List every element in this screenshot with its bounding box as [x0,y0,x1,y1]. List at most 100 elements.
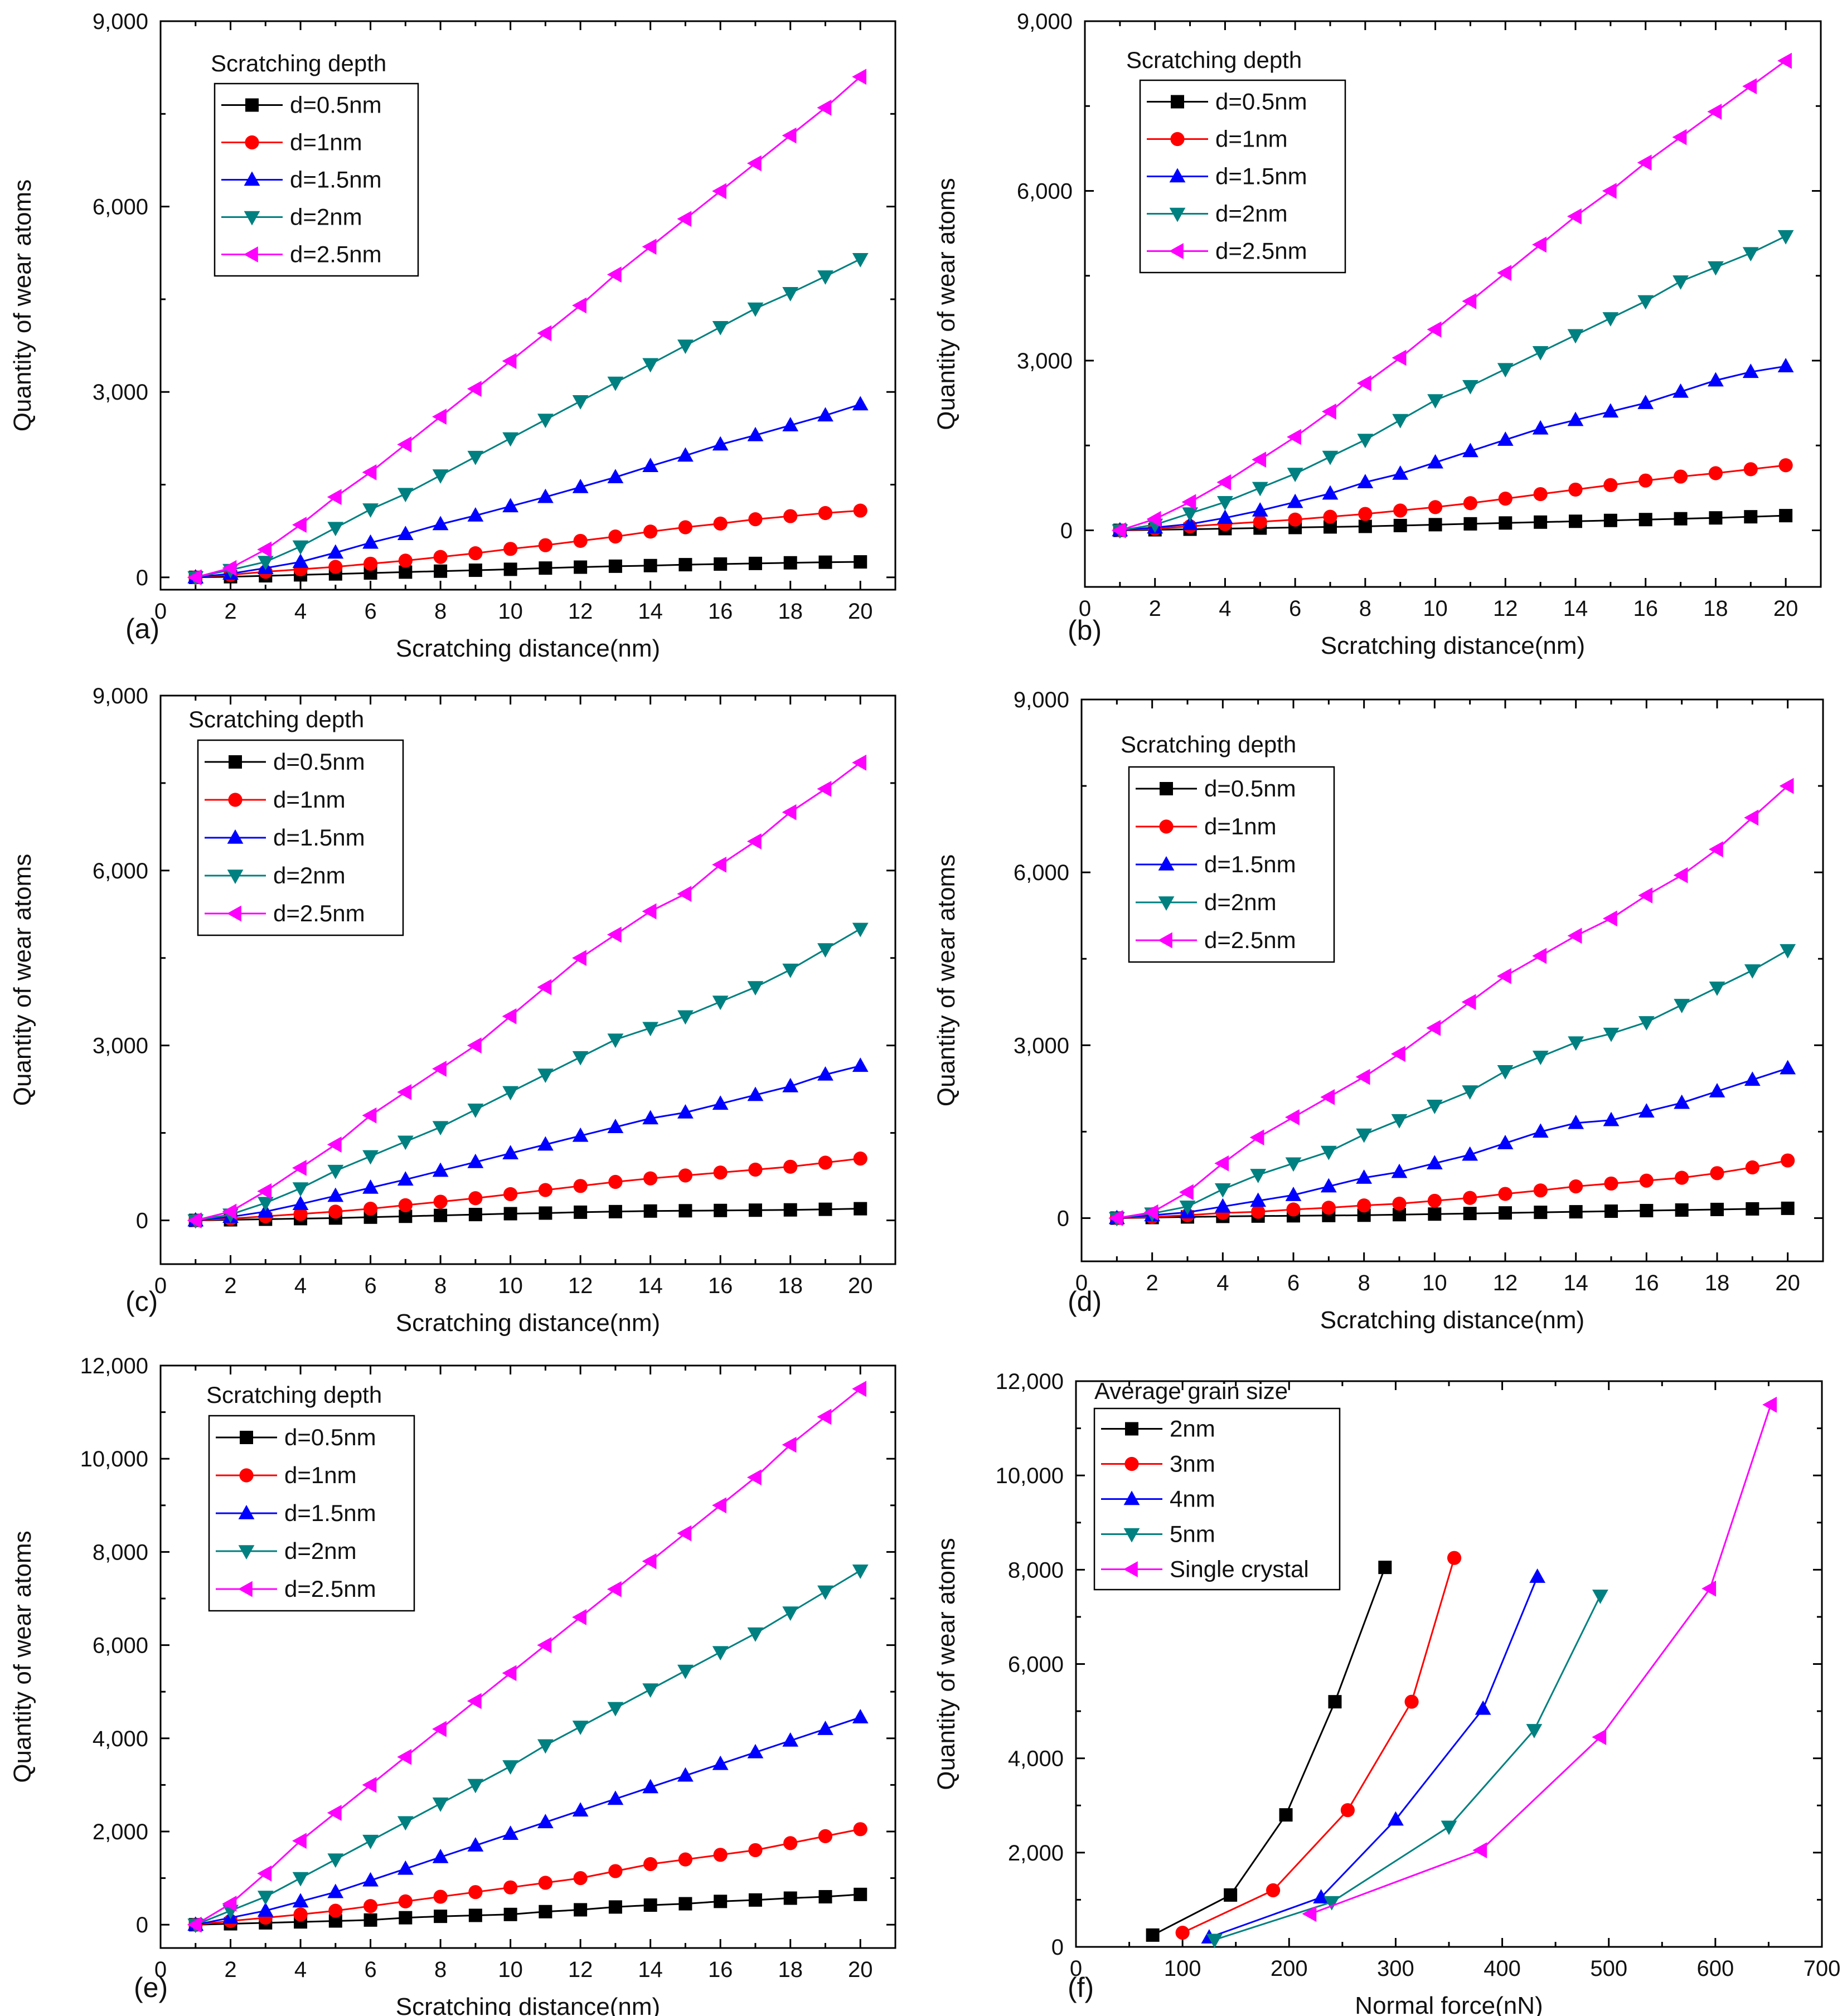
data-point [537,1739,554,1754]
data-point [712,1755,729,1770]
data-point [642,1779,659,1794]
data-point [363,1202,378,1216]
data-point [1392,465,1409,480]
x-tick-label: 0 [154,1957,167,1982]
y-tick-label: 10,000 [996,1464,1064,1488]
x-tick-label: 700 [1804,1956,1841,1981]
x-tick-label: 8 [434,1274,447,1298]
data-point [327,1853,344,1868]
series-line [1119,365,1786,531]
legend-marker [1123,1490,1140,1505]
x-axis-label: Scratching distance(nm) [396,1309,660,1337]
data-point [1592,1590,1608,1604]
data-point [712,995,729,1011]
chart-panel-1: 0 2 4 6 8 10 12 14 16 18 20 0 3,000 6,000 9,000 Scratch… [9,9,896,662]
data-point [1447,1551,1462,1565]
x-tick-label: 0 [1070,1956,1082,1981]
data-point [1393,518,1407,532]
data-point [257,1891,274,1906]
data-point [327,1136,342,1153]
data-point [1252,482,1268,497]
data-point [1288,512,1302,527]
data-point [712,1095,729,1110]
x-tick-label: 20 [848,599,873,624]
x-tick-label: 0 [154,1274,167,1298]
data-point [1592,1729,1607,1746]
data-point [1378,1561,1392,1575]
data-point [1251,1204,1266,1219]
legend-label: d=1nm [1215,126,1288,152]
data-point [643,1171,658,1186]
y-tick-label: 0 [1057,1206,1069,1231]
data-point [363,556,378,571]
legend-marker [1158,896,1175,911]
x-tick-label: 10 [498,1274,523,1298]
data-point [1567,208,1582,225]
legend-label: d=1.5nm [284,1500,376,1526]
series-line [1182,1557,1456,1934]
data-point [257,1197,274,1212]
data-point [1532,1051,1549,1065]
data-point [1463,1207,1477,1221]
series-line [1117,1067,1788,1219]
data-point [1214,1183,1231,1198]
data-point [1285,1157,1302,1172]
panel-label: (d) [1068,1286,1102,1317]
data-point [1392,1197,1407,1211]
data-point [362,534,379,549]
data-point [677,886,692,902]
data-point [1532,948,1547,964]
data-point [1497,431,1514,446]
data-point [1673,275,1689,290]
data-point [782,287,799,302]
legend-marker [1160,782,1173,795]
series-d=2.5nm [1108,778,1794,1226]
data-point [397,526,414,541]
data-point [642,903,657,920]
data-point [1708,261,1724,276]
data-point [1461,994,1476,1011]
data-point [1462,1146,1478,1161]
data-point [1498,492,1512,506]
legend-label: d=0.5nm [1215,89,1307,115]
legend-label: d=0.5nm [290,92,382,118]
data-point [1146,1928,1160,1942]
x-tick-label: 4 [1219,596,1231,621]
data-point [292,540,309,555]
data-point [1426,1019,1441,1036]
data-point [1358,519,1372,533]
data-point [1675,1203,1689,1217]
x-tick-label: 18 [1703,596,1728,621]
data-point [399,565,413,579]
y-tick-label: 9,000 [1014,688,1069,712]
data-point [1744,809,1759,826]
legend-label: d=2.5nm [1215,238,1307,264]
data-point [1427,394,1443,409]
data-point [537,1068,554,1083]
data-point [714,557,728,571]
data-point [502,1086,519,1101]
data-point [1526,1724,1543,1738]
x-tick-label: 10 [1423,596,1448,621]
data-point [432,1121,449,1136]
series-d=2nm [187,253,869,586]
legend-marker [1123,1528,1140,1543]
plot-frame [1084,20,1822,588]
data-point [467,507,484,522]
data-point [1358,507,1373,521]
data-point [678,1852,693,1867]
data-point [327,544,344,559]
data-point [1710,1166,1724,1181]
x-tick-label: 8 [1359,596,1371,621]
data-point [1708,466,1723,480]
data-point [503,1880,518,1894]
y-tick-label: 9,000 [1017,9,1073,34]
data-point [1532,346,1549,361]
data-point [1567,927,1582,944]
data-point [432,516,449,531]
data-point [1321,1201,1336,1215]
data-point [1532,420,1549,435]
chart-panel-2: 0 2 4 6 8 10 12 14 16 18 20 0 3,000 6,000 9,000 Scratch… [933,9,1822,659]
data-point [1497,968,1511,984]
legend-marker [1169,207,1186,222]
